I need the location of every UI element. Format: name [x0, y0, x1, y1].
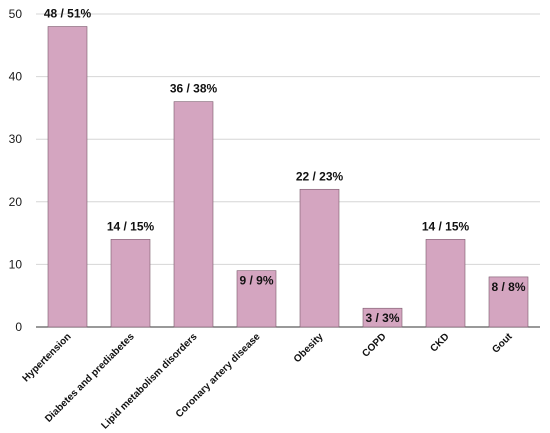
- data-label-3: 36 / 38%: [170, 82, 218, 96]
- bars: [47, 26, 529, 328]
- data-label-5: 22 / 23%: [296, 169, 344, 183]
- bar-4: [236, 270, 277, 328]
- category-label-8: Gout: [490, 331, 515, 356]
- y-tick-label-10: 10: [9, 257, 23, 271]
- bar-5: [299, 188, 340, 328]
- category-label-1: Hypertension: [21, 331, 74, 384]
- data-label-1: 48 / 51%: [44, 7, 92, 21]
- data-labels: 48 / 51% 14 / 15% 36 / 38% 9 / 9% 22 / 23% 3 …: [44, 7, 526, 326]
- bar-2: [110, 239, 151, 328]
- data-label-6: 3 / 3%: [365, 311, 399, 325]
- category-label-7: CKD: [429, 331, 452, 354]
- y-tick-label-40: 40: [9, 70, 23, 84]
- data-label-7: 14 / 15%: [422, 219, 470, 233]
- bar-7: [425, 239, 466, 328]
- data-label-2: 14 / 15%: [107, 219, 155, 233]
- bar-3: [173, 101, 214, 328]
- bar-8: [488, 276, 529, 328]
- y-tick-label-30: 30: [9, 132, 23, 146]
- y-tick-label-20: 20: [9, 195, 23, 209]
- category-label-5: Obesity: [292, 331, 326, 365]
- bar-6: [362, 307, 403, 328]
- category-label-6: COPD: [360, 331, 388, 359]
- bar-1: [47, 26, 88, 328]
- y-tick-label-0: 0: [15, 320, 22, 334]
- y-tick-label-50: 50: [9, 7, 23, 21]
- data-label-8: 8 / 8%: [491, 280, 525, 294]
- y-axis-ticks: 0 10 20 30 40 50: [9, 7, 23, 334]
- data-label-4: 9 / 9%: [239, 274, 273, 288]
